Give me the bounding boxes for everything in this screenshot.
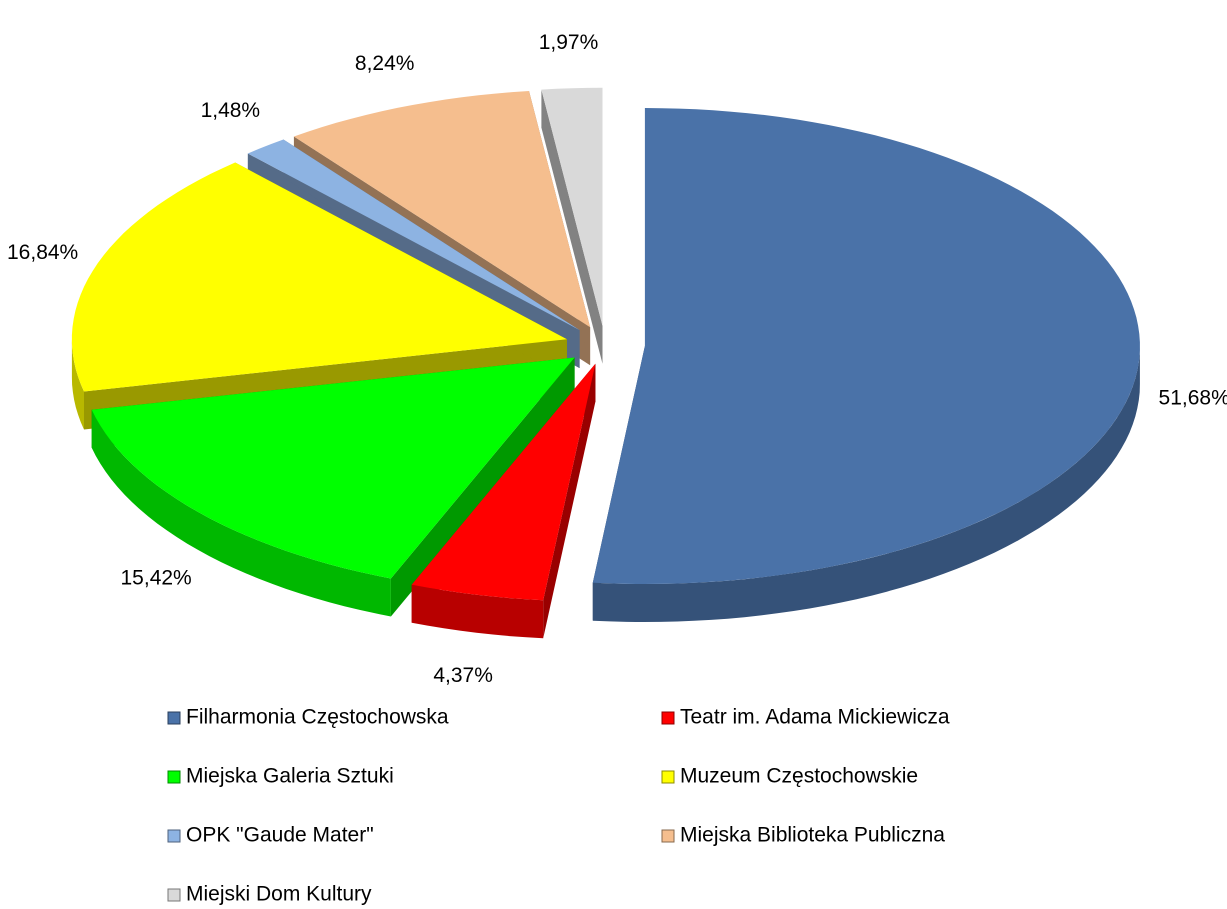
- slice: [293, 91, 591, 328]
- slice: [71, 162, 567, 392]
- data-label: 51,68%: [1159, 386, 1227, 409]
- legend-swatch: [167, 829, 181, 843]
- data-label: 4,37%: [433, 664, 493, 687]
- data-label: 16,84%: [7, 241, 78, 264]
- slice-outer-wall: [71, 339, 84, 430]
- slice: [592, 108, 1140, 584]
- slice-wall: [390, 357, 575, 617]
- legend-label: Miejska Biblioteka Publiczna: [680, 824, 945, 847]
- slice: [541, 87, 603, 326]
- legend-swatch: [167, 888, 181, 902]
- slice-wall: [541, 89, 603, 364]
- legend-swatch: [661, 711, 675, 725]
- legend-label: OPK "Gaude Mater": [186, 824, 374, 847]
- legend-swatch: [167, 770, 181, 784]
- data-label: 1,48%: [201, 99, 261, 122]
- slice-outer-wall: [411, 584, 544, 639]
- data-label: 8,24%: [355, 52, 415, 75]
- legend-label: Filharmonia Częstochowska: [186, 706, 449, 729]
- data-label: 15,42%: [121, 567, 192, 590]
- slice-side: [541, 89, 603, 364]
- legend-swatch: [661, 770, 675, 784]
- slice: [247, 139, 580, 331]
- legend-swatch: [661, 829, 675, 843]
- slice: [411, 363, 596, 601]
- legend-label: Miejski Dom Kultury: [186, 883, 372, 906]
- legend-label: Miejska Galeria Sztuki: [186, 765, 394, 788]
- data-label: 1,97%: [539, 31, 599, 54]
- slice-outer-wall: [91, 409, 391, 617]
- legend-label: Teatr im. Adama Mickiewicza: [680, 706, 950, 729]
- slice-outer-wall: [592, 346, 1140, 622]
- legend-label: Muzeum Częstochowskie: [680, 765, 918, 788]
- legend-swatch: [167, 711, 181, 725]
- slice: [91, 357, 575, 579]
- slice-wall: [543, 363, 596, 639]
